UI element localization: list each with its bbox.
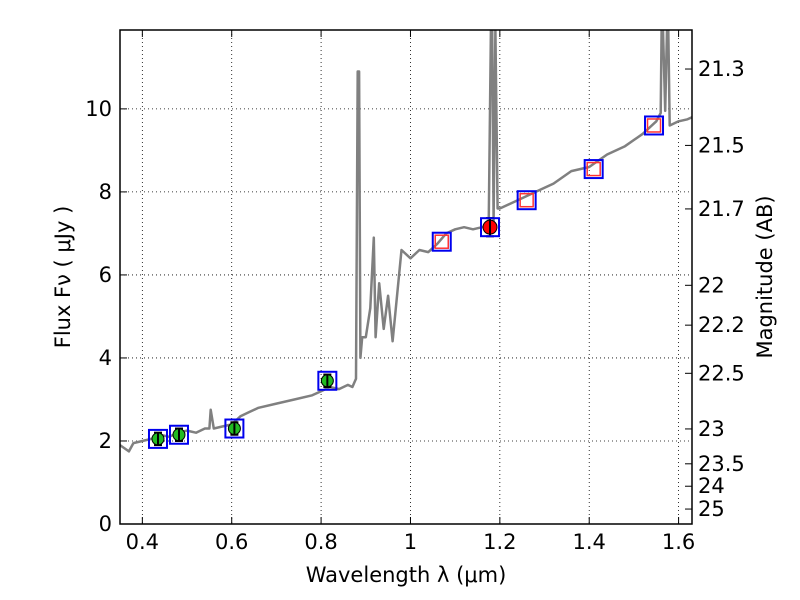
mag-tick-label: 21.3 xyxy=(698,57,745,81)
plot-frame xyxy=(119,29,693,525)
y-tick-label: 10 xyxy=(85,97,112,121)
model-band-box xyxy=(516,190,537,211)
grid-layer xyxy=(120,30,692,525)
model-band-box xyxy=(480,217,501,238)
model-band-box xyxy=(317,370,338,391)
plot-area xyxy=(119,29,693,525)
mag-tick-label: 21.5 xyxy=(698,133,745,157)
marker-layer xyxy=(147,115,665,449)
tick-label-layer: 0.4 0.6 0.8 1 1.2 1.4 1.6024681021.321.521.722… xyxy=(85,57,745,554)
mag-tick-label: 22.2 xyxy=(698,313,745,337)
y-tick-label: 4 xyxy=(99,346,112,370)
mag-tick-label: 24 xyxy=(698,474,725,498)
mag-tick-label: 22 xyxy=(698,273,725,297)
y-tick-label: 6 xyxy=(99,263,112,287)
x-axis-label: Wavelength λ (μm) xyxy=(306,563,507,587)
y-axis-right-label: Magnitude (AB) xyxy=(753,195,777,358)
mag-tick-label: 22.5 xyxy=(698,361,745,385)
model-photometry-square xyxy=(586,161,601,177)
x-tick-label: 1 xyxy=(404,530,417,554)
model-band-box xyxy=(431,231,452,252)
model-photometry-square xyxy=(519,192,534,208)
x-tick-label: 1.6 xyxy=(662,530,695,554)
x-tick-label: 1.4 xyxy=(573,530,606,554)
x-tick-label: 0.6 xyxy=(215,530,248,554)
model-band-box xyxy=(583,159,604,180)
mag-tick-label: 23 xyxy=(698,417,725,441)
y-axis-label: Flux Fν ( μJy ) xyxy=(51,206,75,349)
x-tick-label: 0.8 xyxy=(304,530,337,554)
model-photometry-square xyxy=(646,118,662,133)
y-tick-label: 0 xyxy=(99,512,112,536)
tick-layer xyxy=(120,30,692,525)
model-band-box xyxy=(644,115,665,136)
x-tick-label: 1.2 xyxy=(483,530,516,554)
y-tick-label: 8 xyxy=(99,180,112,204)
curve-layer xyxy=(120,30,692,453)
x-tick-label: 0.4 xyxy=(126,530,159,554)
model-photometry-square xyxy=(434,234,449,249)
mag-tick-label: 25 xyxy=(698,497,725,521)
model-spectrum-line xyxy=(120,30,692,453)
model-band-box xyxy=(224,418,245,439)
model-band-box xyxy=(168,424,189,445)
model-band-box xyxy=(147,428,168,449)
mag-tick-label: 23.5 xyxy=(698,452,745,476)
mag-tick-label: 21.7 xyxy=(698,197,745,221)
y-tick-label: 2 xyxy=(99,429,112,453)
